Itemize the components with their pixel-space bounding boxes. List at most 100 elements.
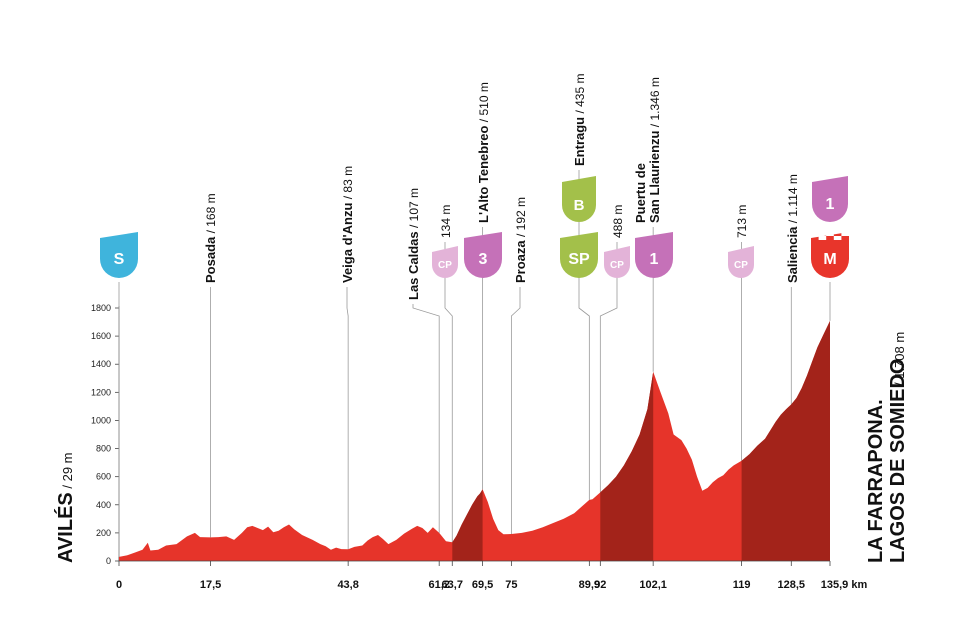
start-name-label: AVILÉS / 29 m xyxy=(54,452,77,563)
waypoint-label: Entragu / 435 m xyxy=(572,74,587,166)
x-tick-label: 128,5 xyxy=(778,579,806,591)
waypoint-guide-line xyxy=(599,242,618,493)
y-tick-label: 600 xyxy=(96,472,111,482)
x-tick-label: 102,1 xyxy=(639,579,667,591)
checkpoint-badge: CP xyxy=(432,246,458,278)
badge-text: 1 xyxy=(650,251,659,268)
waypoint-altitude: / 192 m xyxy=(514,197,528,240)
finish-badge: M xyxy=(811,232,849,278)
waypoint-name: San Llaurienzu xyxy=(647,130,662,223)
badge-shape xyxy=(432,246,458,278)
waypoint-name: Entragu xyxy=(572,117,587,166)
elevation-profile xyxy=(119,320,830,561)
waypoint-guide-line xyxy=(412,304,440,533)
y-tick-label: 800 xyxy=(96,444,111,454)
waypoint-altitude: / 168 m xyxy=(204,193,218,236)
category-badges: S CP 3 SP B CP 1 CP M 1 xyxy=(100,176,849,278)
waypoint-altitude: / 1.346 m xyxy=(648,77,662,130)
waypoint-label: Las Caldas / 107 m xyxy=(406,188,421,300)
badge-text: 3 xyxy=(479,251,488,268)
badge-shape xyxy=(728,246,754,278)
badge-shape xyxy=(811,232,849,278)
badge-text: 1 xyxy=(826,196,835,213)
badge-shape xyxy=(562,176,596,222)
badge-text: S xyxy=(114,251,125,268)
x-tick-label: 135,9 km xyxy=(821,579,868,591)
waypoint-name: L'Alto Tenebreo xyxy=(476,125,491,223)
y-tick-label: 200 xyxy=(96,528,111,538)
x-tick-label: 119 xyxy=(733,579,751,591)
x-tick-label: 75 xyxy=(505,579,517,591)
waypoint-altitude: / 1.114 m xyxy=(786,174,800,226)
waypoint-label: Posada / 168 m xyxy=(203,193,218,283)
badge-shape xyxy=(560,232,598,278)
badge-text: CP xyxy=(610,260,624,271)
climb-segment xyxy=(600,371,654,561)
start-badge: S xyxy=(100,232,138,278)
start-label: AVILÉS / 29 m xyxy=(54,452,77,563)
waypoint-altitude: 713 m xyxy=(735,205,749,238)
finish-town: LAGOS DE SOMIEDO xyxy=(887,359,909,563)
checkpoint-badge: CP xyxy=(604,246,630,278)
y-tick-label: 1400 xyxy=(91,359,111,369)
climb-segment xyxy=(452,489,483,561)
checker-cell xyxy=(811,232,819,236)
finish-town: LA FARRAPONA. xyxy=(865,399,887,563)
y-tick-label: 400 xyxy=(96,500,111,510)
waypoint-name: Posada xyxy=(203,236,218,283)
waypoint-name: Proaza xyxy=(513,240,528,283)
climb-category-badge: 1 xyxy=(812,176,848,222)
bonus-badge: B xyxy=(562,176,596,222)
checker-cell xyxy=(833,236,842,240)
waypoint-label: Veiga d'Anzu / 83 m xyxy=(340,166,355,283)
waypoint-guide-line xyxy=(346,287,349,550)
x-tick-label: 17,5 xyxy=(200,579,221,591)
checkpoint-badge: CP xyxy=(728,246,754,278)
x-tick-label: 69,5 xyxy=(472,579,493,591)
waypoint-labels: Posada / 168 m Veiga d'Anzu / 83 m Las Cal… xyxy=(203,74,800,300)
climb-segment xyxy=(741,320,830,561)
waypoint-guide-line xyxy=(510,287,521,535)
waypoint-guide-line xyxy=(444,242,453,543)
waypoint-altitude: 488 m xyxy=(611,205,625,238)
waypoint-altitude: / 83 m xyxy=(341,166,355,203)
y-tick-label: 1800 xyxy=(91,303,111,313)
waypoint-guides xyxy=(118,170,831,557)
start-town: AVILÉS xyxy=(54,492,77,563)
finish-label: LA FARRAPONA.LAGOS DE SOMIEDO / 1.708 m xyxy=(865,332,909,563)
x-tick-label: 89,9 xyxy=(579,579,600,591)
waypoint-altitude: / 510 m xyxy=(477,82,491,125)
waypoint-altitude: 134 m xyxy=(439,205,453,238)
waypoint-label: Puertu deSan Llaurienzu / 1.346 m xyxy=(633,77,662,223)
x-tick-label: 92 xyxy=(594,579,606,591)
checker-cell xyxy=(826,232,834,236)
badge-shape xyxy=(100,232,138,278)
climb-category-badge: 1 xyxy=(635,232,673,278)
y-tick-label: 1000 xyxy=(91,415,111,425)
badge-text: CP xyxy=(734,260,748,271)
y-tick-label: 0 xyxy=(106,556,111,566)
y-tick-label: 1200 xyxy=(91,387,111,397)
waypoint-label: 488 m xyxy=(611,205,625,238)
x-tick-label: 61,2 xyxy=(428,579,449,591)
x-tick-label: 43,8 xyxy=(337,579,358,591)
checker-cell xyxy=(818,236,827,240)
waypoint-label: Saliencia / 1.114 m xyxy=(785,174,800,283)
badge-text: CP xyxy=(438,260,452,271)
waypoint-altitude: / 435 m xyxy=(573,74,587,117)
waypoint-altitude: / 107 m xyxy=(407,188,421,231)
finish-name-label: LA FARRAPONA.LAGOS DE SOMIEDO xyxy=(865,359,909,563)
badge-text: SP xyxy=(568,251,590,268)
badge-shape xyxy=(812,176,848,222)
climb-category-badge: 3 xyxy=(464,232,502,278)
waypoint-label: 134 m xyxy=(439,205,453,238)
badge-text: B xyxy=(574,197,585,214)
badge-text: M xyxy=(823,251,836,268)
finish-altitude: / 1.708 m xyxy=(892,332,907,386)
start-altitude: / 29 m xyxy=(60,452,75,492)
finish-altitude-label: / 1.708 m xyxy=(892,332,907,386)
waypoint-name: Puertu de xyxy=(633,163,648,223)
waypoint-name: Saliencia xyxy=(785,226,800,283)
y-tick-label: 1600 xyxy=(91,331,111,341)
